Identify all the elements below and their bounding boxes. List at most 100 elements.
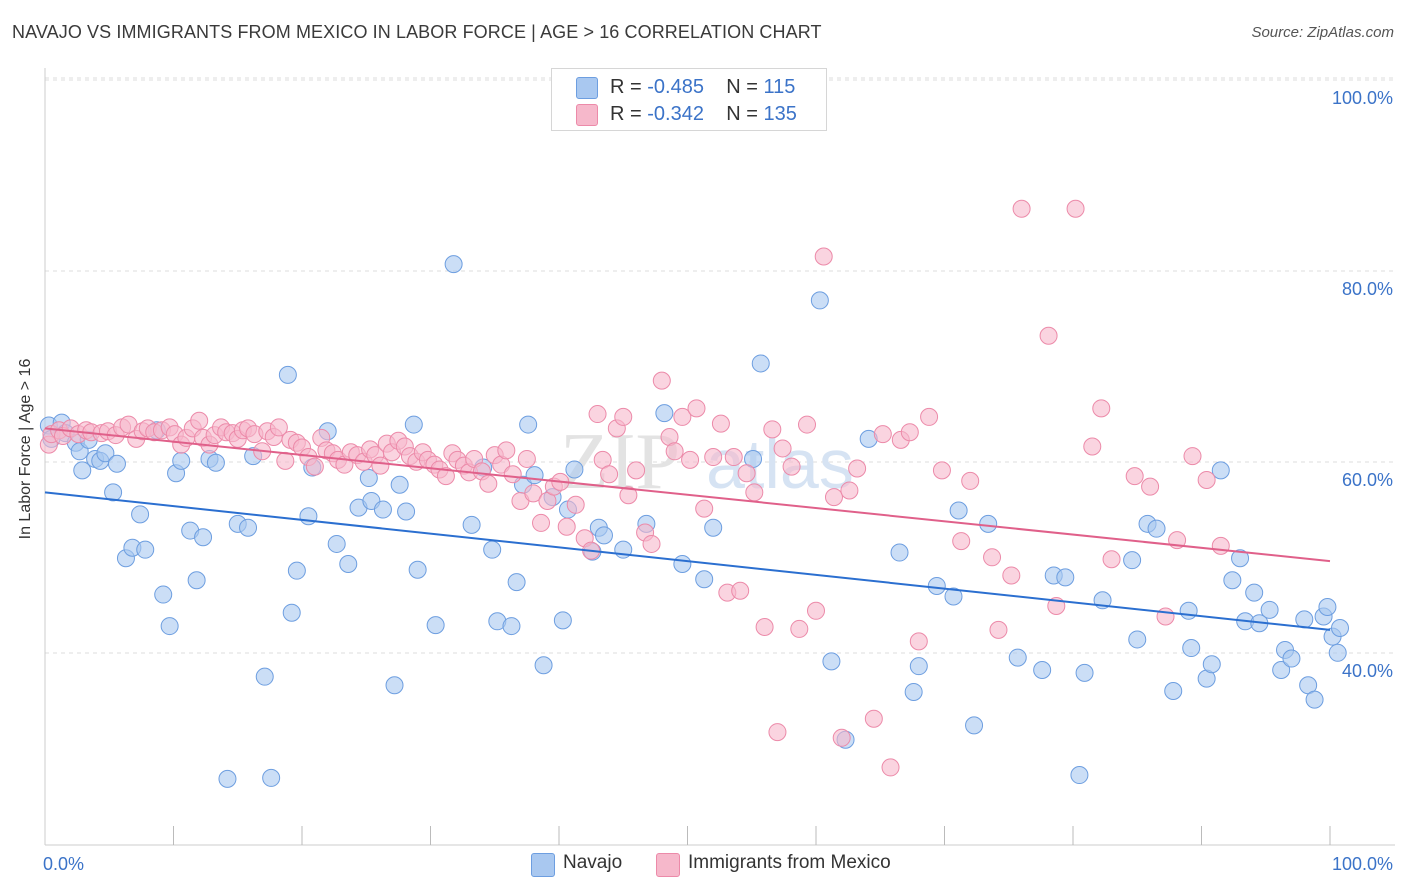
mexico-point (1092, 399, 1111, 418)
mexico-point (190, 411, 209, 430)
mexico-point (497, 441, 516, 460)
navajo-point (408, 560, 427, 579)
navajo-point (239, 518, 258, 537)
mexico-point (566, 495, 585, 514)
navajo-point (553, 611, 572, 630)
mexico-point (952, 532, 971, 551)
source-credit: Source: ZipAtlas.com (1251, 24, 1394, 41)
mexico-point (782, 457, 801, 476)
mexico-point (755, 618, 774, 637)
mexico-point (768, 723, 787, 742)
series-legend: Navajo Immigrants from Mexico (0, 852, 1406, 878)
y-tick-label: 100.0% (1332, 88, 1393, 108)
navajo-point (1128, 630, 1147, 649)
navajo-point (262, 768, 281, 787)
mexico-point (932, 461, 951, 480)
navajo-point (502, 617, 521, 636)
navajo-point (1179, 601, 1198, 620)
navajo-point (1070, 766, 1089, 785)
navajo-point (194, 528, 213, 547)
legend-r-label: R = (610, 103, 648, 125)
navajo-point (359, 469, 378, 488)
mexico-point (1183, 447, 1202, 466)
mexico-point (909, 632, 928, 651)
navajo-point (483, 540, 502, 559)
mexico-point (371, 456, 390, 475)
mexico-point (840, 481, 859, 500)
axes (44, 68, 1395, 846)
navajo-point (810, 291, 829, 310)
legend-stats-navajo: R = -0.485 N = 115 (610, 76, 795, 99)
navajo-point (282, 603, 301, 622)
navajo-point (1008, 648, 1027, 667)
navajo-point (385, 676, 404, 695)
mexico-point (790, 619, 809, 638)
navajo-point (565, 460, 584, 479)
navajo-point (979, 514, 998, 533)
mexico-point (1083, 437, 1102, 456)
navajo-point (404, 415, 423, 434)
navajo-point (1033, 661, 1052, 679)
mexico-point (588, 405, 607, 424)
chart-title: NAVAJO VS IMMIGRANTS FROM MEXICO IN LABO… (12, 22, 822, 42)
navajo-point (904, 682, 923, 701)
navajo-point (1123, 551, 1142, 570)
mexico-point (269, 418, 288, 437)
x-tick-label: 100.0% (1332, 854, 1393, 874)
legend-n-value: 115 (763, 76, 796, 98)
navajo-point (107, 454, 126, 473)
navajo-point (327, 534, 346, 553)
navajo-point (525, 466, 544, 485)
navajo-point (822, 652, 841, 671)
mexico-point (673, 407, 692, 426)
navajo-point (507, 573, 526, 592)
navajo-point (397, 502, 416, 521)
legend-swatch-navajo (576, 77, 598, 99)
navajo-point (255, 667, 274, 686)
navajo-point (172, 451, 191, 470)
y-axis-label: In Labor Force | Age > 16 (17, 358, 34, 540)
mexico-trend-line (44, 427, 1331, 563)
navajo-point (1272, 661, 1291, 679)
mexico-point (1211, 536, 1230, 555)
mexico-point (517, 449, 536, 468)
mexico-point (276, 451, 295, 470)
y-axis-label-wrap: In Labor Force | Age > 16 (6, 300, 46, 600)
navajo-point (1147, 519, 1166, 538)
legend-swatch-navajo (531, 853, 555, 877)
mexico-point (989, 620, 1008, 639)
navajo-trend-line (44, 491, 1331, 631)
mexico-point (681, 450, 700, 469)
mexico-point (1156, 607, 1175, 626)
navajo-point (444, 255, 463, 274)
mexico-point (503, 465, 522, 484)
mexico-point (695, 499, 714, 518)
navajo-point (390, 475, 409, 494)
navajo-point (206, 453, 225, 472)
navajo-point (1075, 663, 1094, 682)
mexico-point (881, 758, 900, 777)
mexico-point (614, 407, 633, 426)
navajo-point (890, 543, 909, 562)
mexico-point (532, 513, 551, 532)
navajo-point (339, 554, 358, 573)
navajo-point (1260, 600, 1279, 619)
navajo-point (104, 483, 123, 502)
mexico-point (305, 457, 324, 476)
navajo-point (73, 461, 92, 480)
correlation-legend: R = -0.485 N = 115 R = -0.342 N = 135 (551, 68, 827, 131)
mexico-point (1039, 326, 1058, 345)
legend-swatch-mexico (576, 104, 598, 126)
legend-label-navajo: Navajo (563, 852, 623, 873)
legend-r-label: R = (610, 76, 648, 98)
legend-label-mexico: Immigrants from Mexico (688, 852, 891, 873)
legend-n-label: N = (726, 76, 764, 98)
mexico-point (436, 467, 455, 486)
navajo-point (373, 500, 392, 519)
mexico-point (619, 486, 638, 505)
navajo-point (1182, 639, 1201, 658)
y-tick-label: 60.0% (1342, 470, 1393, 490)
navajo-point (1328, 643, 1347, 662)
mexico-point (763, 420, 782, 439)
